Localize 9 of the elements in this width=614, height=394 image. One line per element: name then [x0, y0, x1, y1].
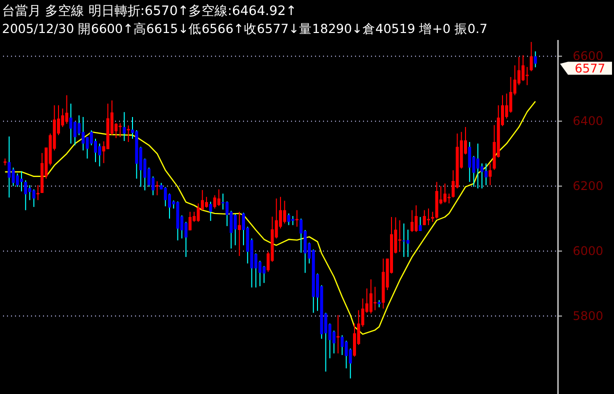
chart-subtitle: 2005/12/30 開6600↑高6615↓低6566↑收6577↓量18290↓倉40519 增+0 振0.7: [2, 21, 488, 36]
y-tick-label: 6600: [572, 49, 604, 64]
y-tick-label: 6200: [572, 179, 604, 194]
price-tag: 6577: [560, 62, 612, 76]
chart-title: 台當月 多空線 明日轉折:6570↑多空線:6464.92↑: [2, 4, 297, 19]
line-series: [4, 100, 536, 335]
y-tick-label: 6400: [572, 114, 604, 128]
y-tick-label: 5800: [572, 309, 604, 324]
y-tick-label: 6000: [572, 244, 604, 258]
